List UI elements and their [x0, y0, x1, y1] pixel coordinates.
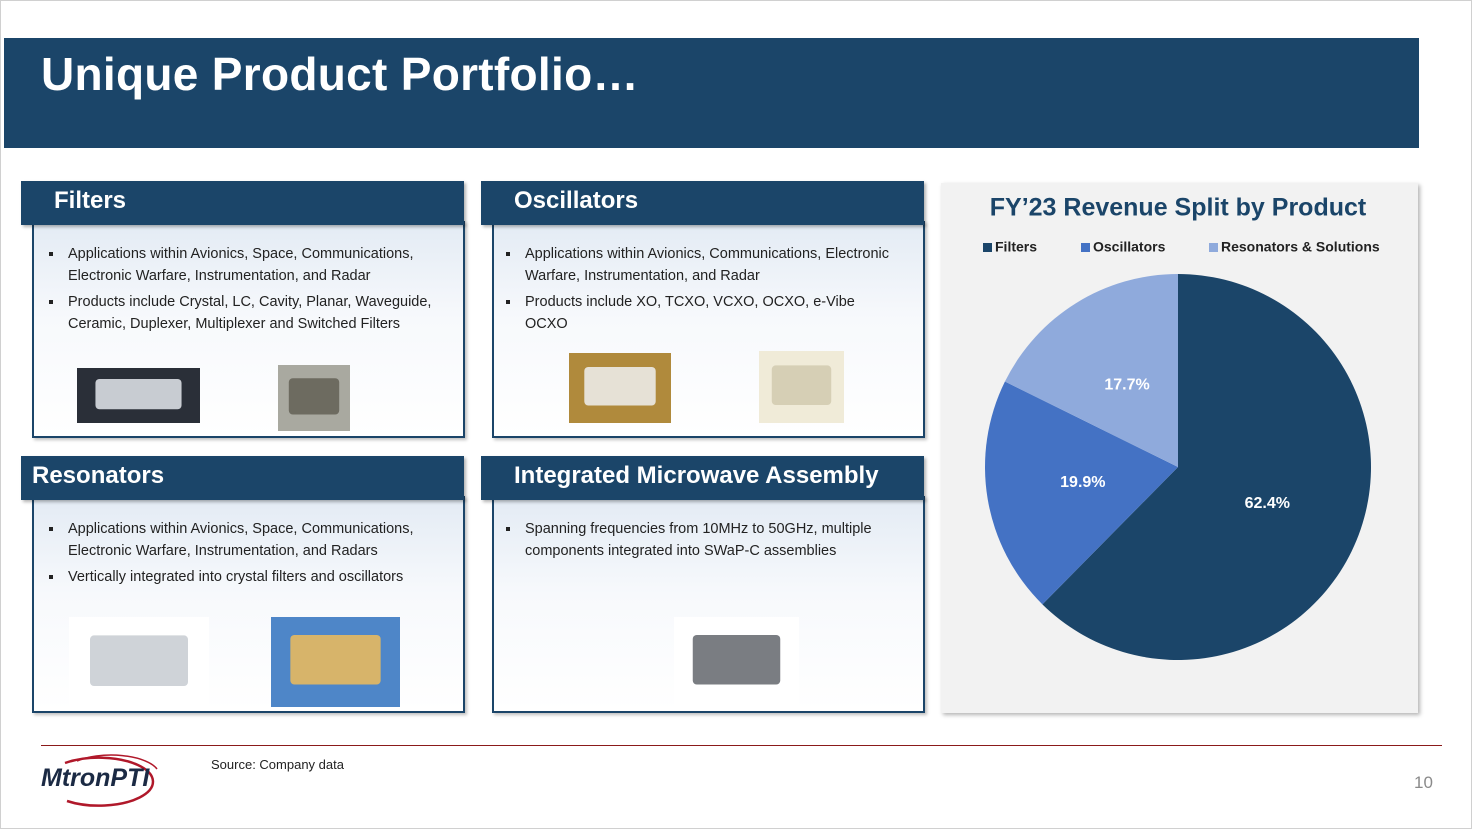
slide-title: Unique Product Portfolio…: [41, 48, 639, 100]
pie-slice: [985, 381, 1178, 605]
footer-line: [41, 745, 1442, 746]
legend-label: Resonators & Solutions: [1221, 239, 1380, 255]
data-label: 19.9%: [1060, 474, 1105, 491]
panel-header: Resonators: [21, 456, 464, 500]
legend-swatch: [1209, 243, 1218, 252]
pie-slice: [1004, 274, 1178, 467]
chart: FY’23 Revenue Split by Product Filters Os…: [983, 194, 1380, 660]
pie-slice: [1042, 274, 1371, 660]
page-number: 10: [1414, 773, 1433, 792]
bullet: Applications within Avionics, Communicat…: [505, 243, 900, 287]
logo-swoosh: [64, 754, 158, 807]
bullet-list: Applications within Avionics, Space, Com…: [48, 518, 433, 592]
chart-title: FY’23 Revenue Split by Product: [990, 194, 1367, 222]
bullet: Applications within Avionics, Space, Com…: [48, 243, 433, 287]
bullet-list: Applications within Avionics, Space, Com…: [48, 243, 433, 339]
data-label: 17.7%: [1104, 376, 1149, 393]
bullet: Applications within Avionics, Space, Com…: [48, 518, 433, 562]
legend-label: Oscillators: [1093, 239, 1166, 255]
bullet: Vertically integrated into crystal filte…: [48, 566, 433, 588]
chart-panel: FY’23 Revenue Split by Product Filters Os…: [941, 183, 1418, 713]
bullet: Spanning frequencies from 10MHz to 50GHz…: [505, 518, 900, 562]
bullet-list: Applications within Avionics, Communicat…: [505, 243, 900, 339]
legend-swatch: [1081, 243, 1090, 252]
panel-body: [492, 221, 925, 438]
legend-swatch: [983, 243, 992, 252]
source-note: Source: Company data: [211, 757, 344, 772]
title-bar: [4, 38, 1419, 148]
panel-header: Oscillators: [481, 181, 924, 225]
data-label: 62.4%: [1245, 495, 1290, 512]
logo: MtronPTI: [41, 764, 150, 792]
panel-header: Filters: [21, 181, 464, 225]
bullet: Products include XO, TCXO, VCXO, OCXO, e…: [505, 291, 900, 335]
bullet-list: Spanning frequencies from 10MHz to 50GHz…: [505, 518, 900, 566]
legend-label: Filters: [995, 239, 1037, 255]
panel-header: Integrated Microwave Assembly: [481, 456, 924, 500]
bullet: Products include Crystal, LC, Cavity, Pl…: [48, 291, 433, 335]
